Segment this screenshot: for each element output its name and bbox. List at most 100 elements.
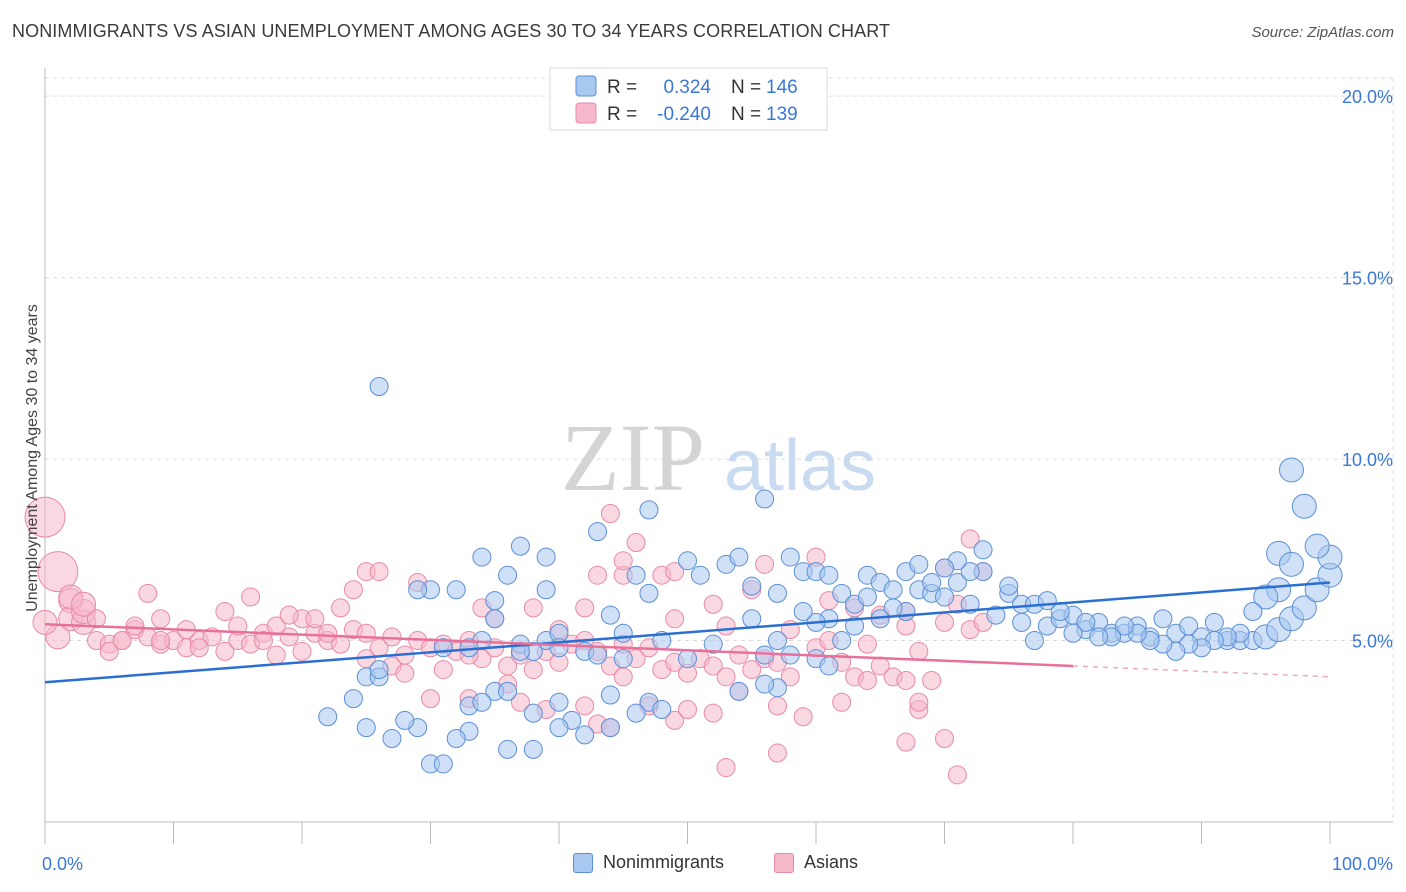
asians-point bbox=[138, 583, 158, 603]
asians-point bbox=[37, 551, 79, 593]
nonimmigrants-point bbox=[472, 547, 492, 567]
nonimmigrants-point bbox=[819, 565, 839, 585]
nonimmigrants-point bbox=[1024, 631, 1044, 651]
asians-point bbox=[510, 692, 530, 712]
asians-point bbox=[575, 598, 595, 618]
asians-point bbox=[600, 504, 620, 524]
nonimmigrants-point bbox=[369, 660, 389, 680]
nonimmigrants-point bbox=[703, 634, 723, 654]
nonimmigrants-point bbox=[832, 583, 852, 603]
nonimmigrants-point bbox=[588, 522, 608, 542]
trend-line-asians bbox=[44, 622, 1074, 668]
asians-point bbox=[909, 692, 929, 712]
nonimmigrants-point bbox=[523, 739, 543, 759]
chart-title: NONIMMIGRANTS VS ASIAN UNEMPLOYMENT AMON… bbox=[12, 21, 891, 41]
legend-n-label: N = bbox=[731, 104, 761, 125]
nonimmigrants-point bbox=[1278, 551, 1304, 577]
asians-point bbox=[780, 667, 800, 687]
legend-swatch-pink bbox=[774, 852, 794, 873]
nonimmigrants-point bbox=[729, 547, 749, 567]
asians-point bbox=[935, 729, 954, 749]
asians-point bbox=[896, 732, 916, 752]
legend-n-label: N = bbox=[731, 77, 761, 98]
y-tick-label: 20.0% bbox=[1342, 87, 1393, 107]
legend-label: Asians bbox=[804, 852, 859, 872]
legend-r-value: 0.324 bbox=[663, 77, 711, 98]
x-tick-labels: 0.0% 100.0% bbox=[42, 854, 1393, 874]
y-tick-label: 15.0% bbox=[1342, 269, 1393, 289]
nonimmigrants-point bbox=[446, 580, 466, 600]
y-tick-label: 10.0% bbox=[1342, 450, 1393, 470]
asians-point bbox=[909, 641, 929, 661]
nonimmigrants-point bbox=[690, 565, 710, 585]
asians-point bbox=[279, 605, 299, 625]
nonimmigrants-point bbox=[1037, 591, 1057, 611]
nonimmigrants-point bbox=[549, 692, 569, 712]
nonimmigrants-point bbox=[780, 547, 800, 567]
asians-point bbox=[729, 645, 749, 665]
asians-point bbox=[626, 533, 646, 553]
asians-point bbox=[613, 551, 633, 571]
asians-point bbox=[86, 609, 106, 629]
nonimmigrants-point bbox=[626, 703, 646, 723]
asians-point bbox=[433, 660, 453, 680]
asians-point bbox=[241, 587, 261, 607]
source-label: Source: ZipAtlas.com bbox=[1251, 24, 1394, 41]
asians-point bbox=[896, 670, 916, 690]
asians-point bbox=[960, 529, 980, 549]
asians-point bbox=[305, 609, 325, 629]
asians-point bbox=[32, 609, 58, 635]
legend-r-label: R = bbox=[607, 104, 637, 125]
asians-point bbox=[947, 765, 967, 785]
asians-point bbox=[857, 634, 877, 654]
asians-point bbox=[742, 660, 762, 680]
nonimmigrants-point bbox=[922, 572, 942, 592]
nonimmigrants-point bbox=[999, 576, 1019, 596]
nonimmigrants-point bbox=[536, 547, 556, 567]
nonimmigrants-point bbox=[356, 718, 376, 738]
trend-line-nonimmigrants bbox=[44, 581, 1331, 684]
legend-item-asians: Asians bbox=[774, 852, 858, 873]
nonimmigrants-point bbox=[600, 685, 620, 705]
legend-r-label: R = bbox=[607, 77, 637, 98]
nonimmigrants-point bbox=[318, 707, 338, 727]
nonimmigrants-point bbox=[639, 500, 659, 520]
nonimmigrants-point bbox=[857, 587, 877, 607]
nonimmigrants-point bbox=[536, 580, 556, 600]
nonimmigrants-point bbox=[433, 754, 453, 774]
nonimmigrants-point bbox=[1204, 612, 1224, 632]
y-tick-label: 5.0% bbox=[1352, 632, 1393, 652]
nonimmigrants-point bbox=[845, 616, 865, 636]
x-tick-label: 100.0% bbox=[1332, 854, 1393, 874]
asians-point bbox=[523, 598, 543, 618]
nonimmigrants-point bbox=[1304, 533, 1330, 559]
legend-item-nonimmigrants: Nonimmigrants bbox=[573, 852, 724, 873]
asians-point bbox=[71, 591, 97, 617]
asians-point bbox=[575, 696, 595, 716]
nonimmigrants-point bbox=[729, 681, 749, 701]
nonimmigrants-point bbox=[613, 649, 633, 669]
nonimmigrants-point bbox=[626, 565, 646, 585]
nonimmigrants-point bbox=[1076, 612, 1096, 632]
nonimmigrants-point bbox=[1153, 609, 1173, 629]
asians-point bbox=[24, 496, 66, 538]
asians-point bbox=[125, 616, 145, 636]
asians-point bbox=[318, 623, 338, 643]
asians-point bbox=[935, 612, 954, 632]
trend-line-asians-extension bbox=[1072, 665, 1331, 678]
nonimmigrants-point bbox=[600, 605, 620, 625]
asians-point bbox=[665, 609, 685, 629]
nonimmigrants-point bbox=[767, 583, 787, 603]
watermark-zip: ZIP bbox=[561, 404, 705, 511]
nonimmigrants-point bbox=[498, 739, 518, 759]
nonimmigrants-point bbox=[1291, 493, 1317, 519]
legend-swatch-pink bbox=[575, 102, 597, 124]
nonimmigrants-point bbox=[510, 536, 530, 556]
asians-point bbox=[716, 758, 736, 778]
asians-point bbox=[99, 641, 119, 661]
asians-point bbox=[588, 565, 608, 585]
nonimmigrants-point bbox=[1278, 457, 1304, 483]
asians-point bbox=[331, 598, 351, 618]
nonimmigrants-point bbox=[382, 729, 402, 749]
